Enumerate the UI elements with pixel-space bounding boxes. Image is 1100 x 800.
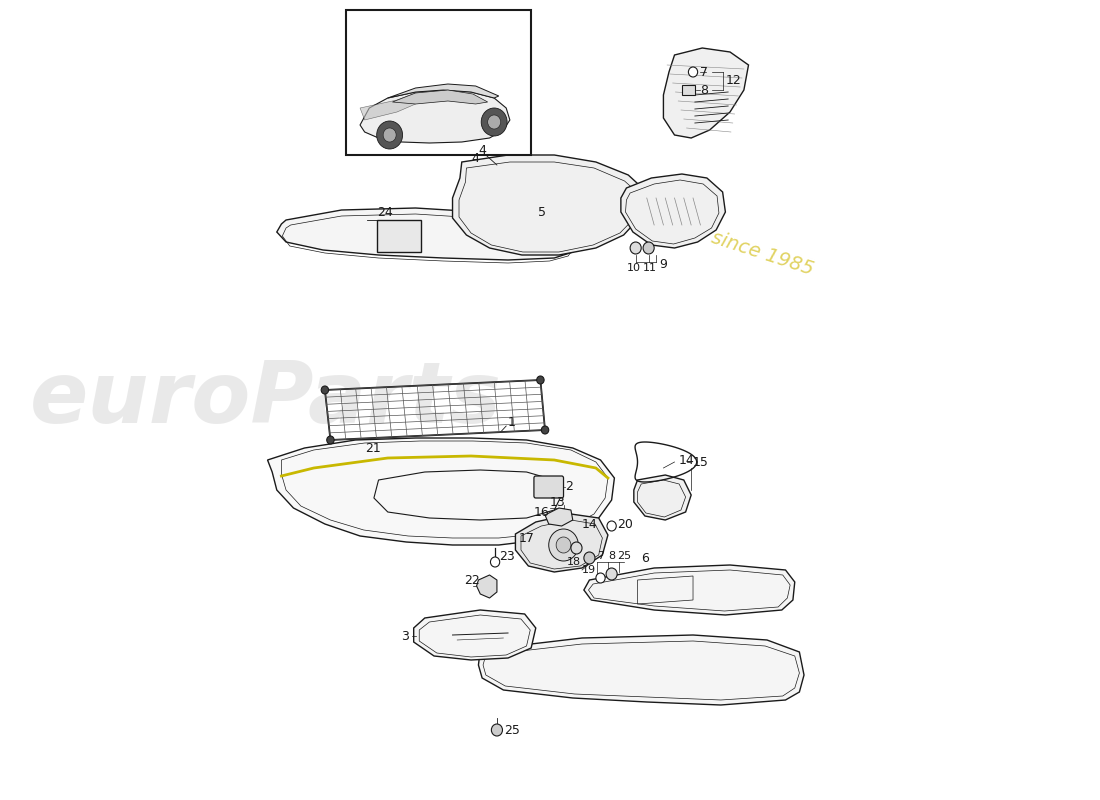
Polygon shape xyxy=(388,84,498,98)
Circle shape xyxy=(584,552,595,564)
Circle shape xyxy=(549,529,579,561)
Text: 13: 13 xyxy=(550,497,565,510)
Polygon shape xyxy=(634,475,691,520)
Polygon shape xyxy=(277,208,582,260)
Text: 15: 15 xyxy=(693,455,708,469)
Circle shape xyxy=(383,128,396,142)
Circle shape xyxy=(557,537,571,553)
Polygon shape xyxy=(360,93,416,120)
Text: 25: 25 xyxy=(617,551,631,561)
Circle shape xyxy=(321,386,329,394)
Polygon shape xyxy=(478,635,804,705)
Bar xyxy=(376,220,421,252)
Text: 22: 22 xyxy=(463,574,480,586)
Text: 2: 2 xyxy=(565,481,573,494)
Text: 4: 4 xyxy=(478,143,486,157)
Bar xyxy=(346,10,531,155)
Polygon shape xyxy=(663,48,748,138)
Text: 4: 4 xyxy=(471,151,478,165)
Circle shape xyxy=(630,242,641,254)
Text: 12: 12 xyxy=(725,74,741,87)
Text: 7: 7 xyxy=(597,551,604,561)
Polygon shape xyxy=(360,90,510,143)
Text: 9: 9 xyxy=(659,258,667,271)
Text: 6: 6 xyxy=(641,551,649,565)
Polygon shape xyxy=(452,155,647,255)
Polygon shape xyxy=(476,575,497,598)
Text: 23: 23 xyxy=(498,550,515,562)
Polygon shape xyxy=(620,174,725,248)
Circle shape xyxy=(607,521,616,531)
Circle shape xyxy=(571,542,582,554)
Circle shape xyxy=(689,67,697,77)
Circle shape xyxy=(537,376,544,384)
Polygon shape xyxy=(584,565,795,615)
Circle shape xyxy=(644,242,654,254)
Circle shape xyxy=(491,557,499,567)
Polygon shape xyxy=(267,438,615,545)
Text: 14: 14 xyxy=(679,454,695,466)
Polygon shape xyxy=(516,514,608,572)
Text: 3: 3 xyxy=(400,630,408,642)
Circle shape xyxy=(327,436,334,444)
Text: 11: 11 xyxy=(644,263,657,273)
Polygon shape xyxy=(414,610,536,660)
Text: 20: 20 xyxy=(617,518,632,530)
Text: 17: 17 xyxy=(519,531,535,545)
Text: euroParts: euroParts xyxy=(30,358,502,442)
Text: 19: 19 xyxy=(582,565,596,575)
Text: 7: 7 xyxy=(701,66,708,78)
Text: a passion for parts since 1985: a passion for parts since 1985 xyxy=(530,170,815,278)
Text: 24: 24 xyxy=(376,206,393,219)
Text: 14: 14 xyxy=(582,518,597,531)
Text: 16: 16 xyxy=(534,506,550,519)
Polygon shape xyxy=(544,508,573,526)
Text: 8: 8 xyxy=(701,83,708,97)
Circle shape xyxy=(376,121,403,149)
Text: 25: 25 xyxy=(504,723,520,737)
Text: 1: 1 xyxy=(508,415,516,429)
Text: 18: 18 xyxy=(568,557,582,567)
Bar xyxy=(682,85,695,95)
Circle shape xyxy=(541,426,549,434)
Circle shape xyxy=(606,568,617,580)
Circle shape xyxy=(596,573,605,583)
Text: 5: 5 xyxy=(538,206,546,219)
Circle shape xyxy=(481,108,507,136)
Circle shape xyxy=(487,115,500,129)
FancyBboxPatch shape xyxy=(534,476,563,498)
Polygon shape xyxy=(393,90,487,104)
Text: 8: 8 xyxy=(608,551,615,561)
Text: 10: 10 xyxy=(626,263,640,273)
Text: 21: 21 xyxy=(365,442,381,454)
Circle shape xyxy=(492,724,503,736)
